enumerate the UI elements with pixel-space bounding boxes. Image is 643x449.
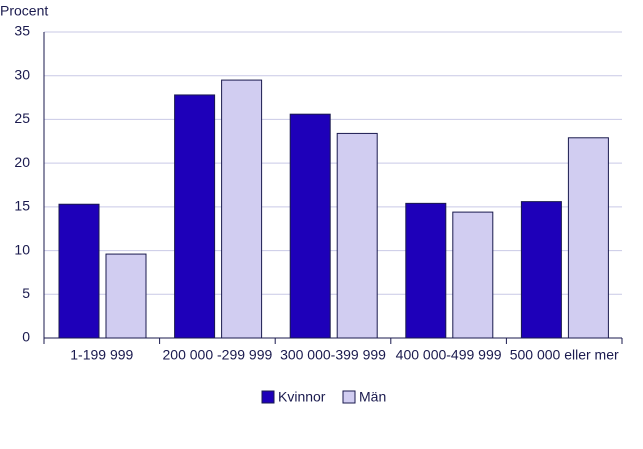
bar bbox=[105, 253, 147, 339]
bar bbox=[58, 203, 100, 339]
bar bbox=[174, 94, 216, 339]
bar bbox=[289, 113, 331, 339]
legend-swatch bbox=[261, 390, 275, 404]
y-tick-label: 25 bbox=[14, 110, 30, 126]
y-tick-label: 20 bbox=[14, 154, 30, 170]
y-tick-label: 10 bbox=[14, 241, 30, 257]
y-tick-label: 0 bbox=[22, 329, 30, 345]
bar bbox=[520, 201, 562, 339]
y-axis-label: Procent bbox=[0, 3, 48, 19]
x-tick-label: 300 000-399 999 bbox=[280, 347, 386, 363]
y-tick-label: 15 bbox=[14, 198, 30, 214]
legend-swatch bbox=[342, 390, 356, 404]
x-tick-label: 400 000-499 999 bbox=[396, 347, 502, 363]
y-tick-label: 35 bbox=[14, 23, 30, 39]
x-tick-label: 1-199 999 bbox=[70, 347, 133, 363]
legend-label: Kvinnor bbox=[278, 389, 326, 405]
bar bbox=[452, 211, 494, 339]
bar bbox=[336, 132, 378, 339]
bar bbox=[221, 79, 263, 339]
x-tick-label: 500 000 eller mer bbox=[510, 347, 619, 363]
y-tick-label: 5 bbox=[22, 285, 30, 301]
bar bbox=[405, 202, 447, 339]
bar bbox=[567, 137, 609, 339]
y-tick-label: 30 bbox=[14, 66, 30, 82]
x-tick-label: 200 000 -299 999 bbox=[163, 347, 273, 363]
legend-label: Män bbox=[359, 389, 386, 405]
